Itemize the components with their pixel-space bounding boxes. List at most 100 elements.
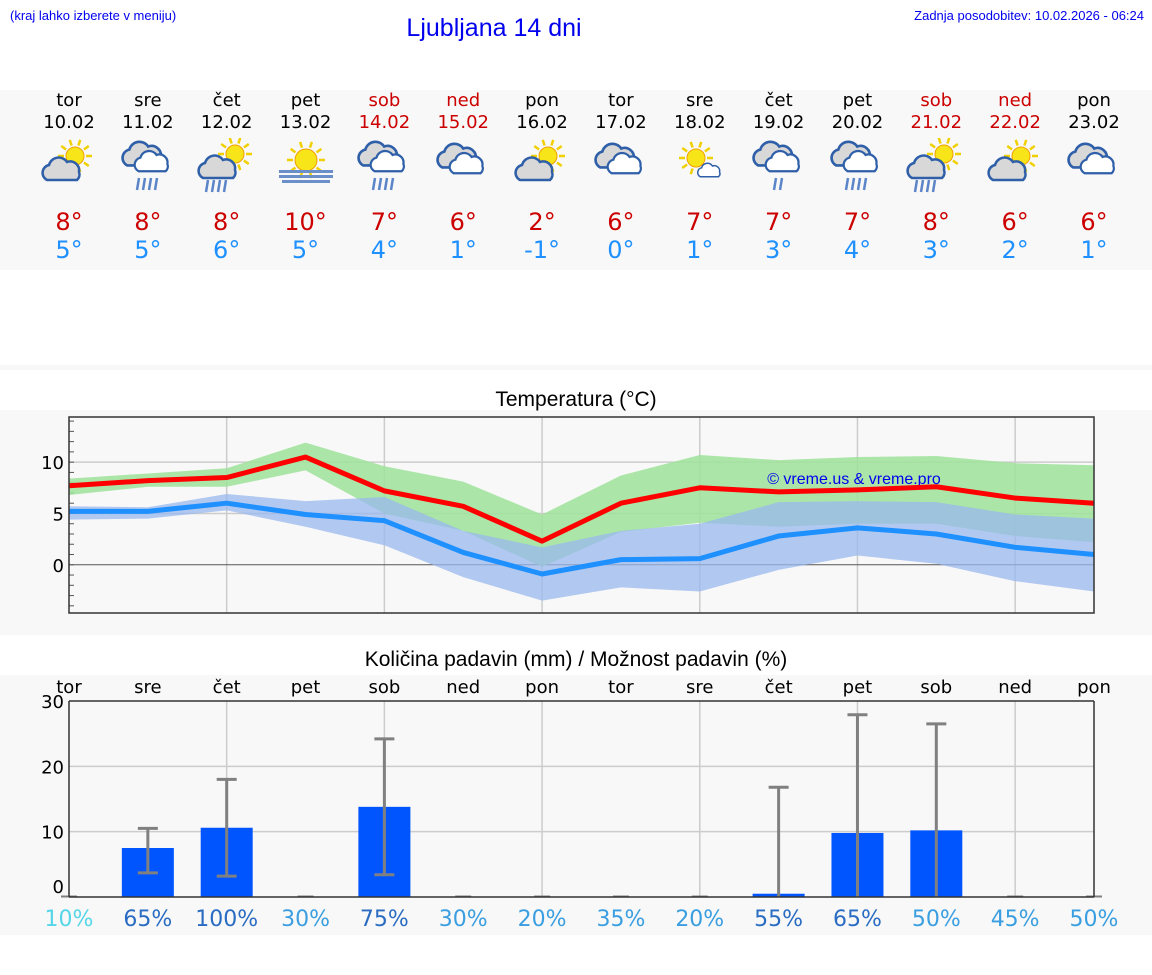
y-tick-label: 5 <box>53 504 64 525</box>
forecast-day: pon 16.02 2° -1° <box>502 90 582 264</box>
forecast-day: čet 19.02 7° 3° <box>739 90 819 264</box>
day-label: čet <box>213 677 241 698</box>
day-name: tor <box>56 90 82 111</box>
y-tick-label: 10 <box>41 453 64 474</box>
day-label: tor <box>608 677 634 698</box>
day-date: 12.02 <box>200 112 253 133</box>
sun-cloud-icon <box>514 139 566 182</box>
temp-min: 3° <box>922 236 950 264</box>
temp-max: 7° <box>764 208 793 236</box>
day-label: pet <box>843 677 873 698</box>
day-name: pet <box>290 90 321 111</box>
max-temp-range-band <box>69 442 1094 567</box>
precip-probability: 50% <box>1070 907 1119 932</box>
day-name: pon <box>525 90 559 111</box>
day-date: 22.02 <box>989 112 1041 133</box>
forecast-panel <box>0 90 1152 270</box>
temp-min: -1° <box>524 236 561 264</box>
temp-min: 4° <box>370 236 399 264</box>
temp-min: 3° <box>764 236 793 264</box>
sun-cloud-rain-icon <box>906 137 962 193</box>
forecast-day: sre 11.02 8° 5° <box>108 90 188 264</box>
temp-min: 5° <box>55 236 83 264</box>
temp-min: 5° <box>134 236 162 264</box>
precip-probability: 55% <box>754 907 803 932</box>
day-date: 10.02 <box>43 112 95 133</box>
temp-max: 8° <box>922 208 950 236</box>
day-date: 14.02 <box>358 112 411 133</box>
day-label: ned <box>446 677 480 698</box>
cloud-icon <box>1067 142 1115 175</box>
day-name: pon <box>1077 90 1111 111</box>
divider <box>0 365 1152 370</box>
precip-probability: 45% <box>991 907 1040 932</box>
temp-min: 0° <box>607 236 635 264</box>
temperature-plot-frame <box>68 416 1095 614</box>
forecast-day: pon 23.02 6° 1° <box>1054 90 1134 264</box>
day-label: sob <box>920 677 952 698</box>
y-tick-label: 0 <box>53 556 64 577</box>
day-date: 20.02 <box>831 112 884 133</box>
temp-max: 6° <box>607 208 635 236</box>
day-name: tor <box>608 90 634 111</box>
cloud-icon <box>594 142 642 175</box>
y-tick-label: 10 <box>41 823 64 844</box>
temp-max: 7° <box>686 208 714 236</box>
day-name: čet <box>212 90 241 111</box>
location-hint: (kraj lahko izberete v meniju) <box>10 8 177 23</box>
temp-min: 4° <box>843 236 872 264</box>
temp-min: 2° <box>1001 236 1029 264</box>
forecast-day: sre 18.02 7° 1° <box>660 90 740 264</box>
temp-min: 1° <box>686 236 714 264</box>
forecast-day: tor 17.02 6° 0° <box>581 90 661 264</box>
temp-min: 5° <box>291 236 320 264</box>
watermark: © vreme.us & vreme.pro <box>767 471 941 488</box>
precip-probability: 10% <box>45 907 94 932</box>
day-date: 13.02 <box>279 112 332 133</box>
forecast-day: čet 12.02 8° 6° <box>187 90 267 264</box>
precipitation-chart-title: Količina padavin (mm) / Možnost padavin … <box>364 648 788 671</box>
temp-min: 1° <box>449 236 477 264</box>
forecast-day: pet 20.02 7° 4° <box>817 90 897 264</box>
last-updated: Zadnja posodobitev: 10.02.2026 - 06:24 <box>914 8 1144 23</box>
temp-max: 6° <box>1001 208 1029 236</box>
day-date: 18.02 <box>674 112 726 133</box>
page-title: Ljubljana 14 dni <box>406 14 582 42</box>
day-label: sre <box>134 677 161 698</box>
cloud-rain-icon <box>121 140 169 191</box>
precip-probability: 75% <box>360 907 409 932</box>
temp-max: 8° <box>213 208 241 236</box>
day-label: pet <box>291 677 321 698</box>
cloud-rain-icon <box>357 140 406 191</box>
cloud-rain-icon <box>830 140 879 191</box>
forecast-day: sob 14.02 7° 4° <box>344 90 424 264</box>
day-label: sre <box>686 677 713 698</box>
day-label: sob <box>368 677 400 698</box>
day-label: pon <box>525 677 559 698</box>
max-temp-line <box>68 454 1095 544</box>
day-label: pon <box>1077 677 1111 698</box>
precip-probability: 35% <box>596 907 645 932</box>
precip-probability: 50% <box>912 907 961 932</box>
day-date: 21.02 <box>910 112 963 133</box>
day-name: pet <box>842 90 873 111</box>
cloud-icon <box>436 142 485 175</box>
day-date: 15.02 <box>437 112 489 133</box>
temperature-chart-title: Temperatura (°C) <box>495 388 657 411</box>
temp-max: 2° <box>528 208 556 236</box>
temp-min: 1° <box>1080 236 1108 264</box>
day-label: čet <box>765 677 793 698</box>
forecast-day: sob 21.02 8° 3° <box>896 90 976 264</box>
precip-probability: 20% <box>518 907 567 932</box>
y-tick-label: 30 <box>41 692 64 713</box>
y-tick-label: 0 <box>53 877 64 898</box>
day-name: sre <box>686 90 714 111</box>
precip-probability: 65% <box>123 907 172 932</box>
forecast-day: tor 10.02 8° 5° <box>29 90 109 264</box>
sun-cloud-rain-icon <box>197 137 252 193</box>
temp-max: 8° <box>55 208 83 236</box>
precip-probability: 65% <box>833 907 882 932</box>
y-tick-label: 20 <box>41 757 64 778</box>
precip-probability: 100% <box>195 907 258 932</box>
